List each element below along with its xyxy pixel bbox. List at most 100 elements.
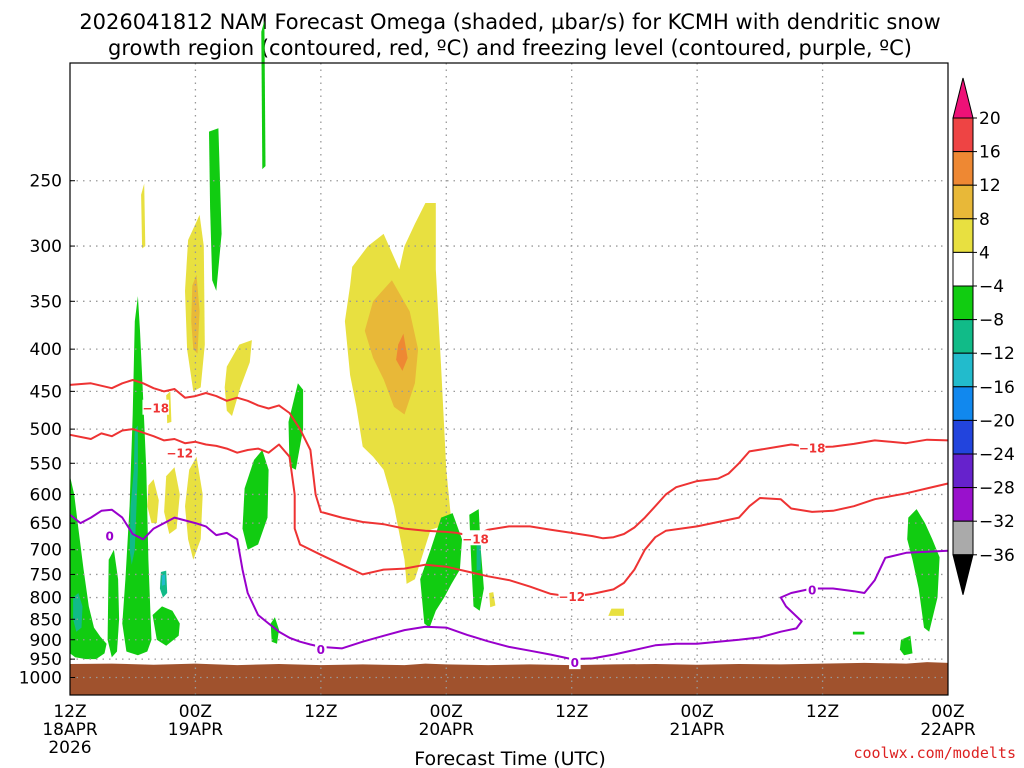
terrain-fill [70,662,948,695]
chart-title-line2: growth region (contoured, red, ºC) and f… [108,36,912,60]
y-tick-label: 550 [30,454,62,474]
omega-region [162,574,166,586]
colorbar-label: −12 [979,344,1015,364]
omega-region [141,183,146,249]
omega-region [476,543,481,571]
omega-region [364,280,419,415]
y-tick-label: 400 [30,340,62,360]
omega-region [147,479,159,524]
colorbar-segment [952,520,974,556]
colorbar-label: 20 [979,109,1001,129]
y-tick-label: 350 [30,292,62,312]
x-tick-label: 00Z [681,702,714,722]
omega-region [261,20,266,170]
x-tick-label: 19APR [168,720,224,740]
x-axis-label: Forecast Time (UTC) [414,748,605,768]
omega-region [209,128,222,291]
contour-label: 0 [317,643,325,657]
contour-label-bg [142,399,169,415]
omega-region [152,606,180,646]
contour-label-bg [798,439,826,455]
colorbar-bottom-arrow [952,554,974,595]
y-tick-label: 950 [30,650,62,670]
colorbar-label: 16 [979,143,1001,163]
omega-region [899,635,913,656]
contour-lines [69,379,949,661]
contour-label: −18 [799,441,826,455]
contour-label-bg [806,581,818,597]
colorbar-segment [952,151,974,186]
colorbar-segment [952,117,974,153]
omega-region [242,450,269,550]
contour-label-bg [315,640,327,656]
omega-region [129,425,138,565]
colorbar-segment [952,487,974,522]
contour-label: −12 [166,447,193,461]
omega-region [608,608,624,616]
y-tick-label: 900 [30,631,62,651]
colorbar-segment [952,218,974,253]
colorbar-label: 4 [979,243,990,263]
contour-label-bg [103,527,116,543]
colorbar-segment [952,184,974,220]
colorbar-label: 8 [979,210,990,230]
contour-label: −12 [558,590,585,604]
x-tick-label: 21APR [669,720,725,740]
contour-label-bg [569,654,581,670]
x-tick-label: 12Z [806,702,839,722]
omega-region [852,631,865,635]
colorbar-segment [952,453,974,489]
omega-region [107,549,120,658]
omega-region [288,383,304,470]
omega-region [185,456,203,560]
omega-region [270,617,279,644]
x-tick-label: 00Z [430,702,463,722]
colorbar-label: 12 [979,176,1001,196]
contour-label: −18 [142,402,169,416]
y-tick-label: 300 [30,237,62,257]
omega-region [70,476,107,660]
contour-label-bg [166,444,193,460]
y-tick-label: 450 [30,382,62,402]
omega-region [396,333,408,371]
colorbar-segment [952,319,974,354]
colorbar-label: −28 [979,479,1015,499]
contour-label: 0 [571,656,579,670]
omega-region [191,274,200,354]
plot-frame [69,62,949,696]
site-credit[interactable]: coolwx.com/modelts [853,744,1016,762]
x-tick-label: 2026 [48,738,91,758]
y-tick-label: 250 [30,172,62,192]
omega-region [420,513,462,628]
colorbar-segment [952,386,974,421]
y-tick-label: 1000 [19,669,62,689]
colorbar-segment [952,419,974,455]
omega-region [469,509,484,611]
contour-line [69,428,949,598]
chart-title-line1: 2026041812 NAM Forecast Omega (shaded, µ… [79,10,940,34]
colorbar-label: −24 [979,445,1015,465]
y-tick-label: 850 [30,610,62,630]
omega-region [164,467,180,534]
contour-line [69,379,949,540]
omega-shading [70,20,940,660]
omega-region [73,593,83,632]
y-tick-label: 600 [30,485,62,505]
contour-label: 0 [808,583,816,597]
x-tick-label: 12Z [304,702,337,722]
colorbar-segment [952,285,974,321]
contour-labels: −18 −12 −18 −12 −18 0 0 0 0 [103,399,826,670]
y-axis-ticks: 2503003504004505005506006507007508008509… [19,172,75,689]
colorbar-label: −8 [979,311,1004,331]
colorbar-segment [952,251,974,287]
contour-line [69,508,949,661]
colorbar-label: −36 [979,546,1015,566]
colorbar-top-arrow [952,77,974,119]
contour-label: 0 [106,530,114,544]
y-tick-label: 650 [30,514,62,534]
colorbar-label: −16 [979,378,1015,398]
x-tick-label: 22APR [920,720,976,740]
colorbar: 20 16 12 8 4 −4 −8 −12 −16 −20 −24 −28 −32 −36 [952,77,1015,595]
